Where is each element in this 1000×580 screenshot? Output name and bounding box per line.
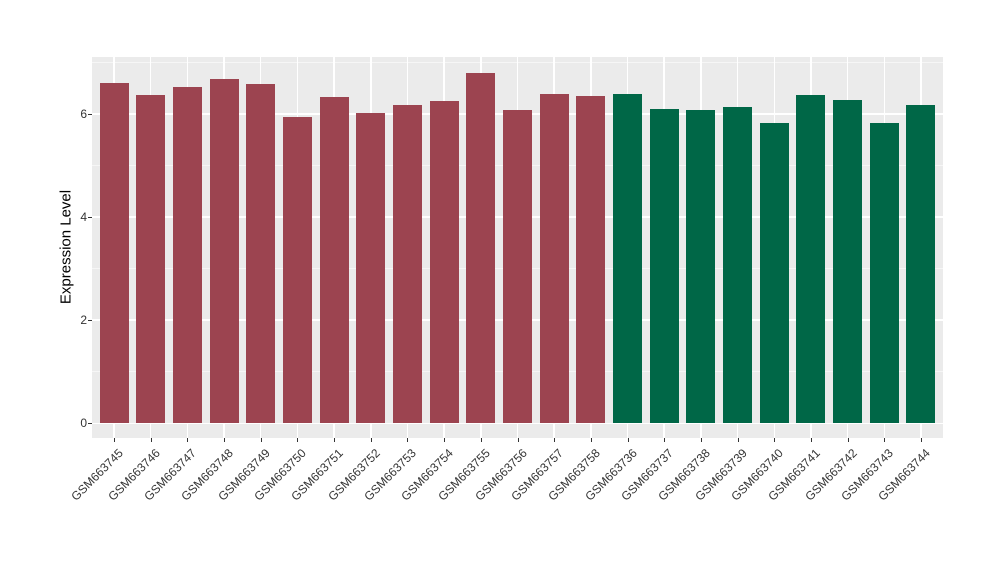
x-tick-mark [847, 438, 849, 442]
bar-GSM663736 [613, 94, 643, 424]
x-tick-mark [884, 438, 886, 442]
bar-GSM663756 [503, 109, 532, 424]
x-tick-mark [444, 438, 446, 442]
x-tick-mark [480, 438, 482, 442]
x-tick-mark [334, 438, 336, 442]
x-tick-mark [517, 438, 519, 442]
x-tick-mark [664, 438, 666, 442]
y-tick-mark [88, 320, 92, 322]
minor-gridline [92, 61, 943, 63]
bar-GSM663744 [906, 104, 936, 424]
y-tick-mark [88, 114, 92, 115]
x-tick-mark [224, 438, 226, 442]
bar-GSM663751 [319, 96, 349, 424]
bar-GSM663742 [833, 99, 863, 424]
x-tick-mark [150, 438, 152, 442]
x-tick-mark [187, 438, 189, 442]
x-tick-mark [297, 438, 299, 442]
bar-GSM663740 [759, 122, 789, 424]
bar-GSM663745 [99, 82, 129, 424]
x-tick-mark [700, 438, 702, 442]
x-tick-mark [114, 438, 115, 442]
y-tick-label: 4 [80, 210, 87, 225]
bar-GSM663741 [796, 95, 826, 424]
x-tick-mark [590, 438, 592, 442]
x-tick-label: GSM663745 [68, 446, 126, 504]
x-tick-mark [370, 438, 372, 442]
bar-GSM663755 [466, 73, 496, 424]
bar-GSM663748 [209, 79, 239, 424]
x-tick-mark [554, 438, 556, 442]
y-tick-mark [88, 423, 92, 425]
bar-GSM663746 [136, 94, 166, 424]
bar-GSM663754 [429, 100, 459, 424]
bar-GSM663743 [869, 122, 899, 424]
bar-GSM663739 [723, 107, 753, 424]
bar-GSM663750 [282, 116, 312, 424]
x-tick-mark [260, 438, 262, 442]
x-tick-mark [920, 438, 922, 442]
bar-GSM663758 [576, 96, 606, 424]
y-tick-mark [88, 217, 92, 219]
major-gridline [92, 422, 943, 425]
bar-GSM663757 [539, 94, 569, 424]
bar-GSM663738 [686, 110, 716, 424]
x-tick-mark [774, 438, 776, 442]
bar-GSM663749 [246, 84, 276, 424]
y-tick-label: 0 [80, 416, 87, 431]
bar-GSM663737 [649, 109, 679, 424]
x-tick-mark [737, 438, 739, 442]
bar-GSM663753 [392, 104, 422, 424]
x-tick-mark [627, 438, 629, 442]
y-tick-label: 2 [80, 313, 87, 328]
y-tick-label: 6 [80, 107, 87, 121]
y-axis-title: Expression Level [57, 189, 75, 305]
x-tick-mark [810, 438, 812, 442]
bar-GSM663752 [356, 112, 386, 424]
bar-GSM663747 [172, 87, 202, 424]
x-tick-mark [407, 438, 409, 442]
